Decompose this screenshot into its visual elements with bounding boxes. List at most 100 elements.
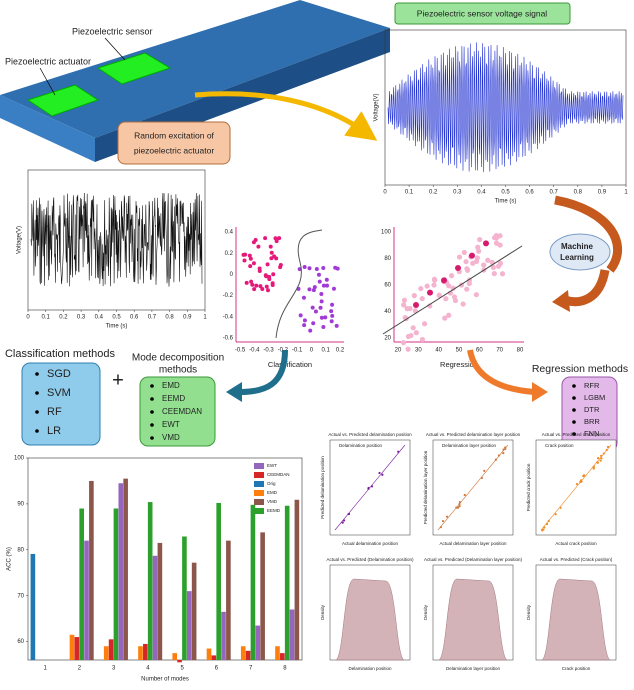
illustration-dot [249,279,254,284]
illustration-dot [579,480,582,484]
y-tick-label: 0 [230,272,234,278]
bullet [150,397,154,401]
illustration-dot [243,252,248,257]
x-axis-label: Time (s) [495,199,517,205]
illustration-dot [542,528,545,531]
y-tick-label: 100 [14,456,25,462]
illustration-dot [267,274,272,279]
excitation-box [117,121,231,165]
illustration-dot [270,282,275,287]
illustration-dot [446,312,452,318]
bar [138,646,143,660]
illustration-dot [302,323,307,328]
method-item: SGD [47,368,71,380]
illustration-dot [490,264,496,270]
y-axis-label: Density [423,604,428,620]
illustration-dot [473,292,480,298]
illustration-dot [254,283,259,288]
illustration-dot [405,333,412,340]
illustration-dot [256,244,261,249]
x-axis-label: Delamination layer position [446,666,501,671]
illustration-dot [323,315,328,320]
bar [216,502,221,660]
x-tick-label: 4 [146,666,150,672]
illustration-dot [310,305,315,310]
illustration-dot [481,262,487,268]
x-tick-label: 0.1 [405,190,414,196]
x-tick-label: 0.4 [95,315,104,321]
plot-title: Actual vs. Predicted (Delamination posit… [326,557,414,562]
bar [30,553,36,660]
plot-frame [27,457,303,661]
bar [79,508,84,660]
illustration-dot [319,291,324,296]
x-tick-label: 5 [180,666,184,672]
x-axis-label: Number of modes [141,677,189,683]
illustration-dot [477,236,483,243]
illustration-dot [497,233,503,239]
bar [255,625,261,660]
y-tick-label: 90 [17,501,24,507]
plot-title: Actual vs. Predicted delamination layer … [426,432,521,437]
bar [245,650,251,660]
legend-label: EMD [267,490,278,495]
illustration-dot [302,265,307,270]
illustration-dot [436,292,442,298]
excitation-text: piezoelectric actuator [134,145,214,155]
panel-title: Classification [268,360,312,369]
illustration-dot [546,522,549,526]
method-item: VMD [162,433,180,442]
illustration-dot [543,526,546,529]
signal-title: Piezoelectric sensor voltage signal [417,8,548,18]
bar [113,508,119,660]
legend-swatch [254,499,264,505]
bar [177,660,182,663]
illustration-dot [575,483,579,486]
illustration-dot [439,526,443,529]
bullet [35,429,39,433]
bar [289,609,295,660]
bullet [150,423,154,427]
y-tick-label: 70 [17,593,24,599]
reference-line [540,444,612,531]
y-tick-label: 20 [384,336,391,342]
illustration-dot [547,519,550,523]
illustration-dot [493,235,499,241]
illustration-dot [411,293,417,299]
bar [69,634,75,660]
illustration-dot [602,452,605,455]
bullet [35,410,39,414]
y-tick-label: -0.2 [223,293,234,299]
illustration-dot [252,287,257,292]
x-tick-label: 2 [78,666,82,672]
illustration-dot [463,493,466,497]
legend-swatch [254,481,264,487]
illustration-dot [441,277,447,284]
method-item: LR [47,425,61,437]
density-illustration [335,578,405,661]
x-tick-label: 0.3 [77,315,86,321]
legend-label: Delamination layer position [442,443,497,448]
x-tick-label: 20 [395,348,402,354]
illustration-dot [253,237,258,242]
y-tick-label: 100 [381,230,392,236]
illustration-dot [485,257,491,263]
decision-boundary [275,229,323,339]
x-tick-label: -0.4 [249,348,260,354]
illustration-dot [265,288,270,293]
illustration-dot [458,500,461,504]
illustration-dot [378,471,381,475]
illustration-dot [313,309,318,314]
x-tick-label: 7 [249,666,253,672]
illustration-dot [381,473,384,476]
illustration-dot [419,296,425,302]
legend-swatch [254,463,264,469]
ml-icon [549,233,611,271]
bar [118,483,124,660]
illustration-dot [451,294,458,300]
illustration-dot [278,263,283,268]
illustration-dot [341,521,344,524]
illustration-dot [450,285,456,291]
x-tick-label: 0.9 [183,315,192,321]
